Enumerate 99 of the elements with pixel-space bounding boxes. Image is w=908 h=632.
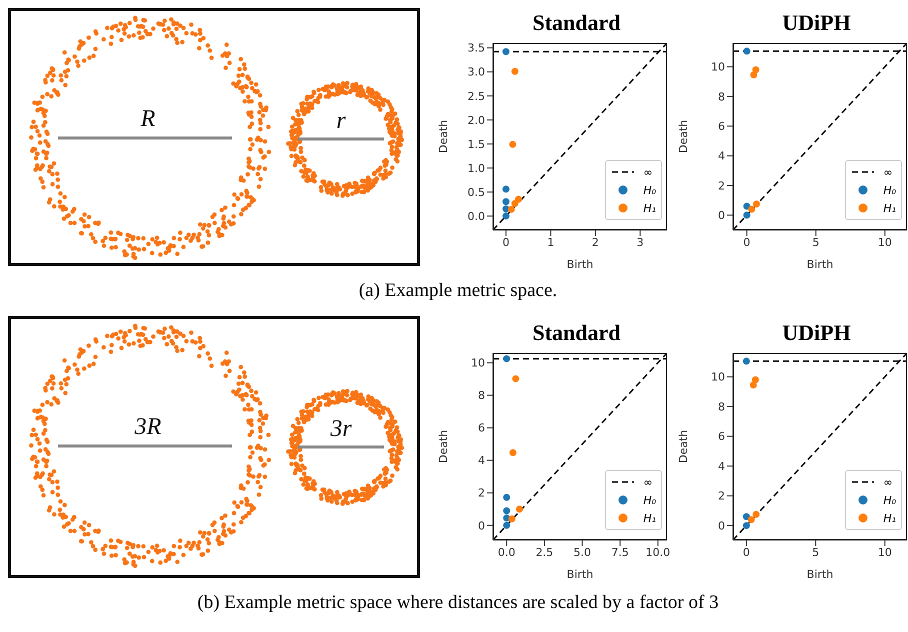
y-tick-label: 10 (711, 60, 725, 74)
point (742, 358, 750, 365)
y-tick-label: 2 (718, 179, 725, 192)
x-tick-label: 2.5 (536, 546, 554, 559)
x-tick-label: 10.0 (646, 546, 670, 559)
y-axis-title: Death (438, 430, 451, 464)
text: r (336, 108, 346, 134)
point (742, 522, 750, 530)
legend-label: ∞ (643, 166, 652, 178)
y-tick-label: 4 (718, 460, 725, 473)
y-tick-label: 2 (718, 490, 725, 503)
legend-label: H₀ (883, 494, 896, 506)
point (503, 494, 510, 501)
x-tick-label: 0 (742, 546, 750, 559)
y-tick-label: 1.5 (468, 138, 485, 151)
legend-label: ∞ (643, 476, 652, 488)
x-tick-label: 0.0 (498, 546, 516, 559)
y-tick-label: 0.0 (468, 210, 485, 223)
chart-title: UDiPH (781, 319, 852, 347)
x-tick-label: 5 (812, 236, 820, 249)
y-tick-label: 8 (718, 90, 725, 104)
point (511, 68, 518, 75)
chart-title: Standard (531, 9, 622, 37)
y-tick-label: 2.5 (468, 90, 485, 103)
text: R (140, 106, 156, 132)
point (508, 515, 516, 522)
y-axis-title: Death (678, 430, 691, 464)
x-axis-title: Birth (566, 568, 594, 581)
y-tick-label: 3.0 (468, 66, 485, 79)
text: 3r (329, 416, 352, 442)
legend-label: H₁ (643, 512, 656, 524)
x-tick-label: 7.5 (611, 546, 629, 559)
chart-title: Standard (531, 319, 622, 347)
y-tick-label: 10 (471, 356, 485, 370)
point (748, 206, 756, 213)
y-tick-label: 8 (718, 400, 725, 414)
x-axis-title: Birth (806, 258, 834, 271)
point (502, 212, 510, 220)
point (748, 516, 755, 524)
legend-label: H₁ (883, 512, 896, 524)
text: (b) Example metric space where distances are scaled by a factor of 3 (196, 592, 720, 614)
legend-label: H₁ (643, 202, 656, 214)
y-tick-label: 2 (478, 486, 485, 500)
point (502, 48, 510, 56)
legend-label: ∞ (883, 476, 892, 488)
text: (a) Example metric space. (358, 280, 558, 302)
y-tick-label: 0 (718, 519, 725, 532)
x-tick-label: 2 (592, 236, 599, 249)
point (508, 206, 515, 213)
y-tick-label: 10 (711, 370, 725, 384)
text: 3R (134, 414, 162, 440)
y-tick-label: 2.0 (468, 114, 485, 127)
point (503, 355, 510, 362)
y-tick-label: 0.5 (468, 186, 485, 199)
x-tick-label: 3 (636, 236, 644, 249)
legend-label: H₀ (643, 184, 656, 196)
point (503, 507, 510, 514)
legend-label: H₀ (643, 494, 656, 506)
point (743, 48, 750, 55)
x-axis-title: Birth (806, 568, 834, 581)
x-tick-label: 5.0 (574, 546, 592, 559)
y-axis-title: Death (678, 120, 691, 154)
point (752, 376, 759, 384)
point (742, 513, 750, 520)
point (502, 186, 510, 193)
legend-label: H₀ (883, 184, 896, 196)
y-tick-label: 1.0 (468, 162, 485, 175)
y-tick-label: 4 (478, 454, 485, 468)
y-tick-label: 0 (718, 209, 725, 222)
point (509, 140, 516, 148)
point (516, 506, 523, 513)
x-tick-label: 0 (743, 236, 750, 249)
point (752, 66, 760, 74)
y-tick-label: 3.5 (468, 42, 485, 55)
y-tick-label: 6 (718, 430, 725, 444)
x-tick-label: 10 (878, 546, 892, 559)
point (752, 510, 760, 518)
point (514, 196, 522, 203)
point (512, 375, 520, 382)
x-tick-label: 10 (878, 236, 892, 249)
y-axis-title: Death (438, 120, 451, 154)
chart-title: UDiPH (781, 9, 852, 37)
y-tick-label: 4 (718, 150, 725, 163)
y-tick-label: 0 (478, 519, 485, 532)
point (503, 522, 510, 529)
x-tick-label: 1 (547, 236, 554, 249)
x-tick-label: 0 (502, 236, 510, 249)
y-tick-label: 6 (718, 120, 725, 134)
point (509, 449, 516, 456)
point (743, 212, 750, 219)
x-axis-title: Birth (566, 258, 594, 271)
point (752, 200, 760, 208)
legend-label: ∞ (883, 166, 892, 178)
point (750, 381, 757, 388)
x-tick-label: 5 (812, 546, 820, 559)
y-tick-label: 6 (478, 422, 485, 435)
legend-label: H₁ (883, 202, 896, 214)
y-tick-label: 8 (478, 389, 485, 402)
point (502, 198, 510, 206)
